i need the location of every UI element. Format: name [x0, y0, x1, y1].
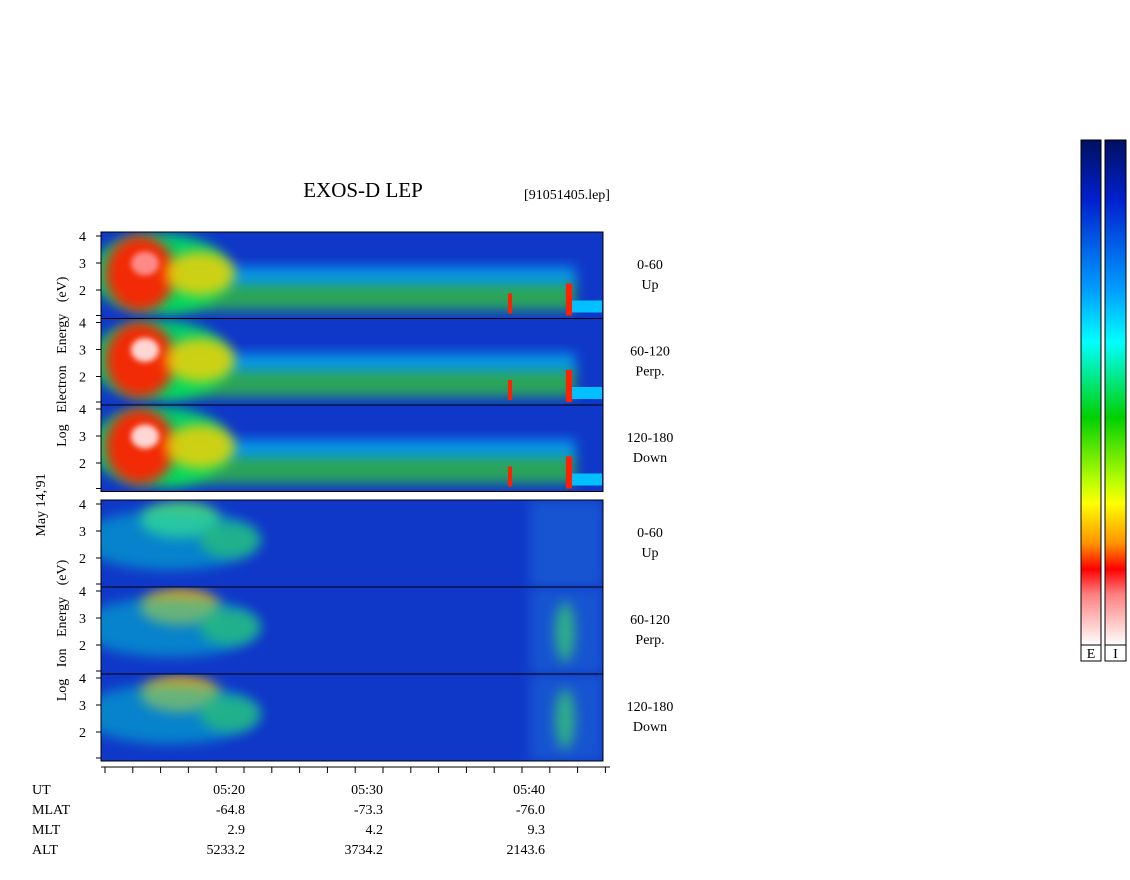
- ephemeris-value: 4.2: [366, 823, 384, 838]
- y-tick-label: 2: [79, 552, 86, 567]
- colorbars: [1080, 139, 1127, 662]
- ephemeris-value: 9.3: [528, 823, 546, 838]
- y-tick-label: 3: [79, 612, 86, 627]
- band: [165, 353, 575, 371]
- ephemeris-value: -76.0: [516, 803, 545, 818]
- band: [165, 266, 575, 285]
- y-tick-label: 2: [79, 284, 86, 299]
- ephemeris-value: 5233.2: [207, 843, 246, 858]
- y-axis-label: Log Ion Energy (eV): [55, 559, 70, 701]
- ephemeris-row-label: MLT: [32, 823, 61, 838]
- angle-label: 60-120: [630, 345, 670, 360]
- y-tick-label: 4: [79, 672, 86, 687]
- direction-label: Perp.: [635, 365, 664, 380]
- band: [165, 439, 575, 458]
- angle-label: 120-180: [627, 700, 674, 715]
- band: [566, 370, 572, 402]
- band: [530, 587, 603, 674]
- band: [572, 300, 602, 313]
- spectral-feature: [200, 696, 260, 732]
- spectral-feature: [131, 338, 159, 362]
- y-tick-label: 2: [79, 726, 86, 741]
- ephemeris-value: -73.3: [354, 803, 383, 818]
- colorbar: [1104, 139, 1127, 646]
- y-tick-label: 2: [79, 371, 86, 386]
- angle-label: 0-60: [637, 258, 663, 273]
- spectral-feature: [131, 424, 159, 449]
- ephemeris-value: 05:40: [513, 783, 545, 798]
- colorbar: [1080, 139, 1102, 646]
- band: [508, 293, 512, 314]
- ephemeris-row-label: UT: [32, 783, 51, 798]
- band: [572, 473, 602, 486]
- band: [566, 456, 572, 489]
- spectrogram-panel: [101, 232, 603, 319]
- colorbar-label-box: [1080, 644, 1102, 662]
- spectral-feature: [165, 251, 235, 296]
- panel-frame: [100, 673, 604, 762]
- direction-label: Up: [641, 546, 658, 561]
- title: EXOS-D LEP: [303, 178, 423, 202]
- panel-frame: [100, 404, 604, 492]
- colorbar-label: I: [1113, 647, 1118, 662]
- y-tick-label: 4: [79, 498, 86, 513]
- band: [530, 674, 603, 761]
- y-tick-label: 3: [79, 257, 86, 272]
- y-tick-label: 3: [79, 430, 86, 445]
- band: [566, 283, 572, 316]
- band: [508, 466, 512, 487]
- y-tick-label: 2: [79, 639, 86, 654]
- spectral-feature: [200, 609, 260, 645]
- y-tick-label: 3: [79, 344, 86, 359]
- band: [508, 380, 512, 400]
- angle-label: 0-60: [637, 526, 663, 541]
- spectral-feature: [165, 424, 235, 469]
- y-tick-label: 3: [79, 699, 86, 714]
- spectrogram-panel: [101, 405, 603, 492]
- spectral-feature: [165, 338, 235, 382]
- direction-label: Down: [633, 451, 667, 466]
- ephemeris-row-label: MLAT: [32, 803, 71, 818]
- ephemeris-value: 05:20: [213, 783, 245, 798]
- spectral-feature: [131, 251, 159, 276]
- ephemeris-value: -64.8: [216, 803, 245, 818]
- angle-label: 60-120: [630, 613, 670, 628]
- y-tick-label: 4: [79, 230, 86, 245]
- y-tick-label: 4: [79, 585, 86, 600]
- y-tick-label: 4: [79, 317, 86, 332]
- direction-label: Down: [633, 720, 667, 735]
- ephemeris-value: 2143.6: [507, 843, 546, 858]
- angle-label: 120-180: [627, 431, 674, 446]
- y-tick-label: 4: [79, 403, 86, 418]
- date-label: May 14,'91: [34, 473, 49, 536]
- file-label: [91051405.lep]: [524, 188, 610, 203]
- ephemeris-row-label: ALT: [32, 843, 58, 858]
- ephemeris-value: 2.9: [228, 823, 246, 838]
- spectral-feature: [200, 522, 260, 558]
- direction-label: Up: [641, 278, 658, 293]
- direction-label: Perp.: [635, 633, 664, 648]
- ephemeris-value: 05:30: [351, 783, 383, 798]
- spectrogram-panel: [101, 674, 603, 761]
- spectrogram-panel: [101, 500, 603, 587]
- colorbar-label: E: [1087, 647, 1096, 662]
- spectrogram-panel: [101, 587, 603, 674]
- colorbar-label-box: [1104, 644, 1127, 662]
- spectrogram-panel: [101, 318, 603, 405]
- y-axis-label: Log Electron Energy (eV): [55, 276, 70, 447]
- band: [530, 500, 603, 587]
- y-tick-label: 3: [79, 525, 86, 540]
- ephemeris-value: 3734.2: [345, 843, 384, 858]
- band: [572, 387, 602, 399]
- y-tick-label: 2: [79, 457, 86, 472]
